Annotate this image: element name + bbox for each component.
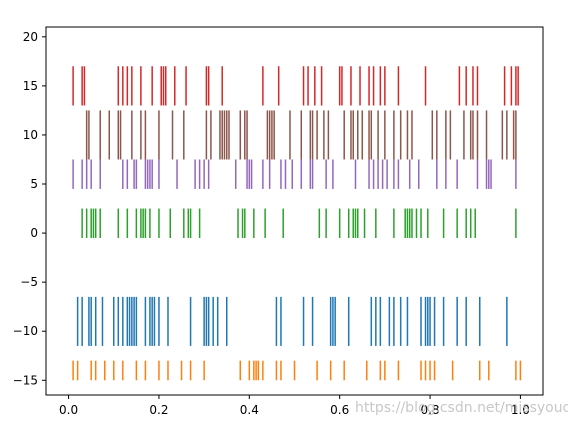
y-tick-label: 15 [23, 79, 38, 93]
watermark-text: https://blog.csdn.net/missyoudaisy13 [355, 400, 568, 416]
event-series [81, 208, 517, 238]
y-tick-label: 0 [30, 226, 38, 240]
y-tick-label: −5 [20, 275, 38, 289]
y-tick-label: −10 [13, 324, 38, 338]
y-tick-label: 5 [30, 177, 38, 191]
x-tick-label: 0.4 [240, 403, 259, 417]
x-tick-label: 0.8 [420, 403, 439, 417]
x-tick-label: 0.6 [330, 403, 349, 417]
x-tick-label: 1.0 [511, 403, 530, 417]
event-series [76, 296, 508, 346]
event-series [72, 159, 517, 189]
plot-area-frame [45, 26, 544, 396]
x-axis: 0.0 0.2 0.4 0.6 0.8 1.0 [59, 395, 530, 417]
y-tick-label: 10 [23, 128, 38, 142]
event-series-group [72, 66, 522, 381]
y-axis: −15 −10 −5 0 5 10 15 20 [13, 30, 46, 387]
y-tick-label: −15 [13, 373, 38, 387]
event-series [85, 110, 517, 160]
event-series [72, 66, 519, 106]
x-tick-label: 0.0 [59, 403, 78, 417]
x-tick-label: 0.2 [149, 403, 168, 417]
y-tick-label: 20 [23, 30, 38, 44]
event-series [72, 360, 522, 381]
